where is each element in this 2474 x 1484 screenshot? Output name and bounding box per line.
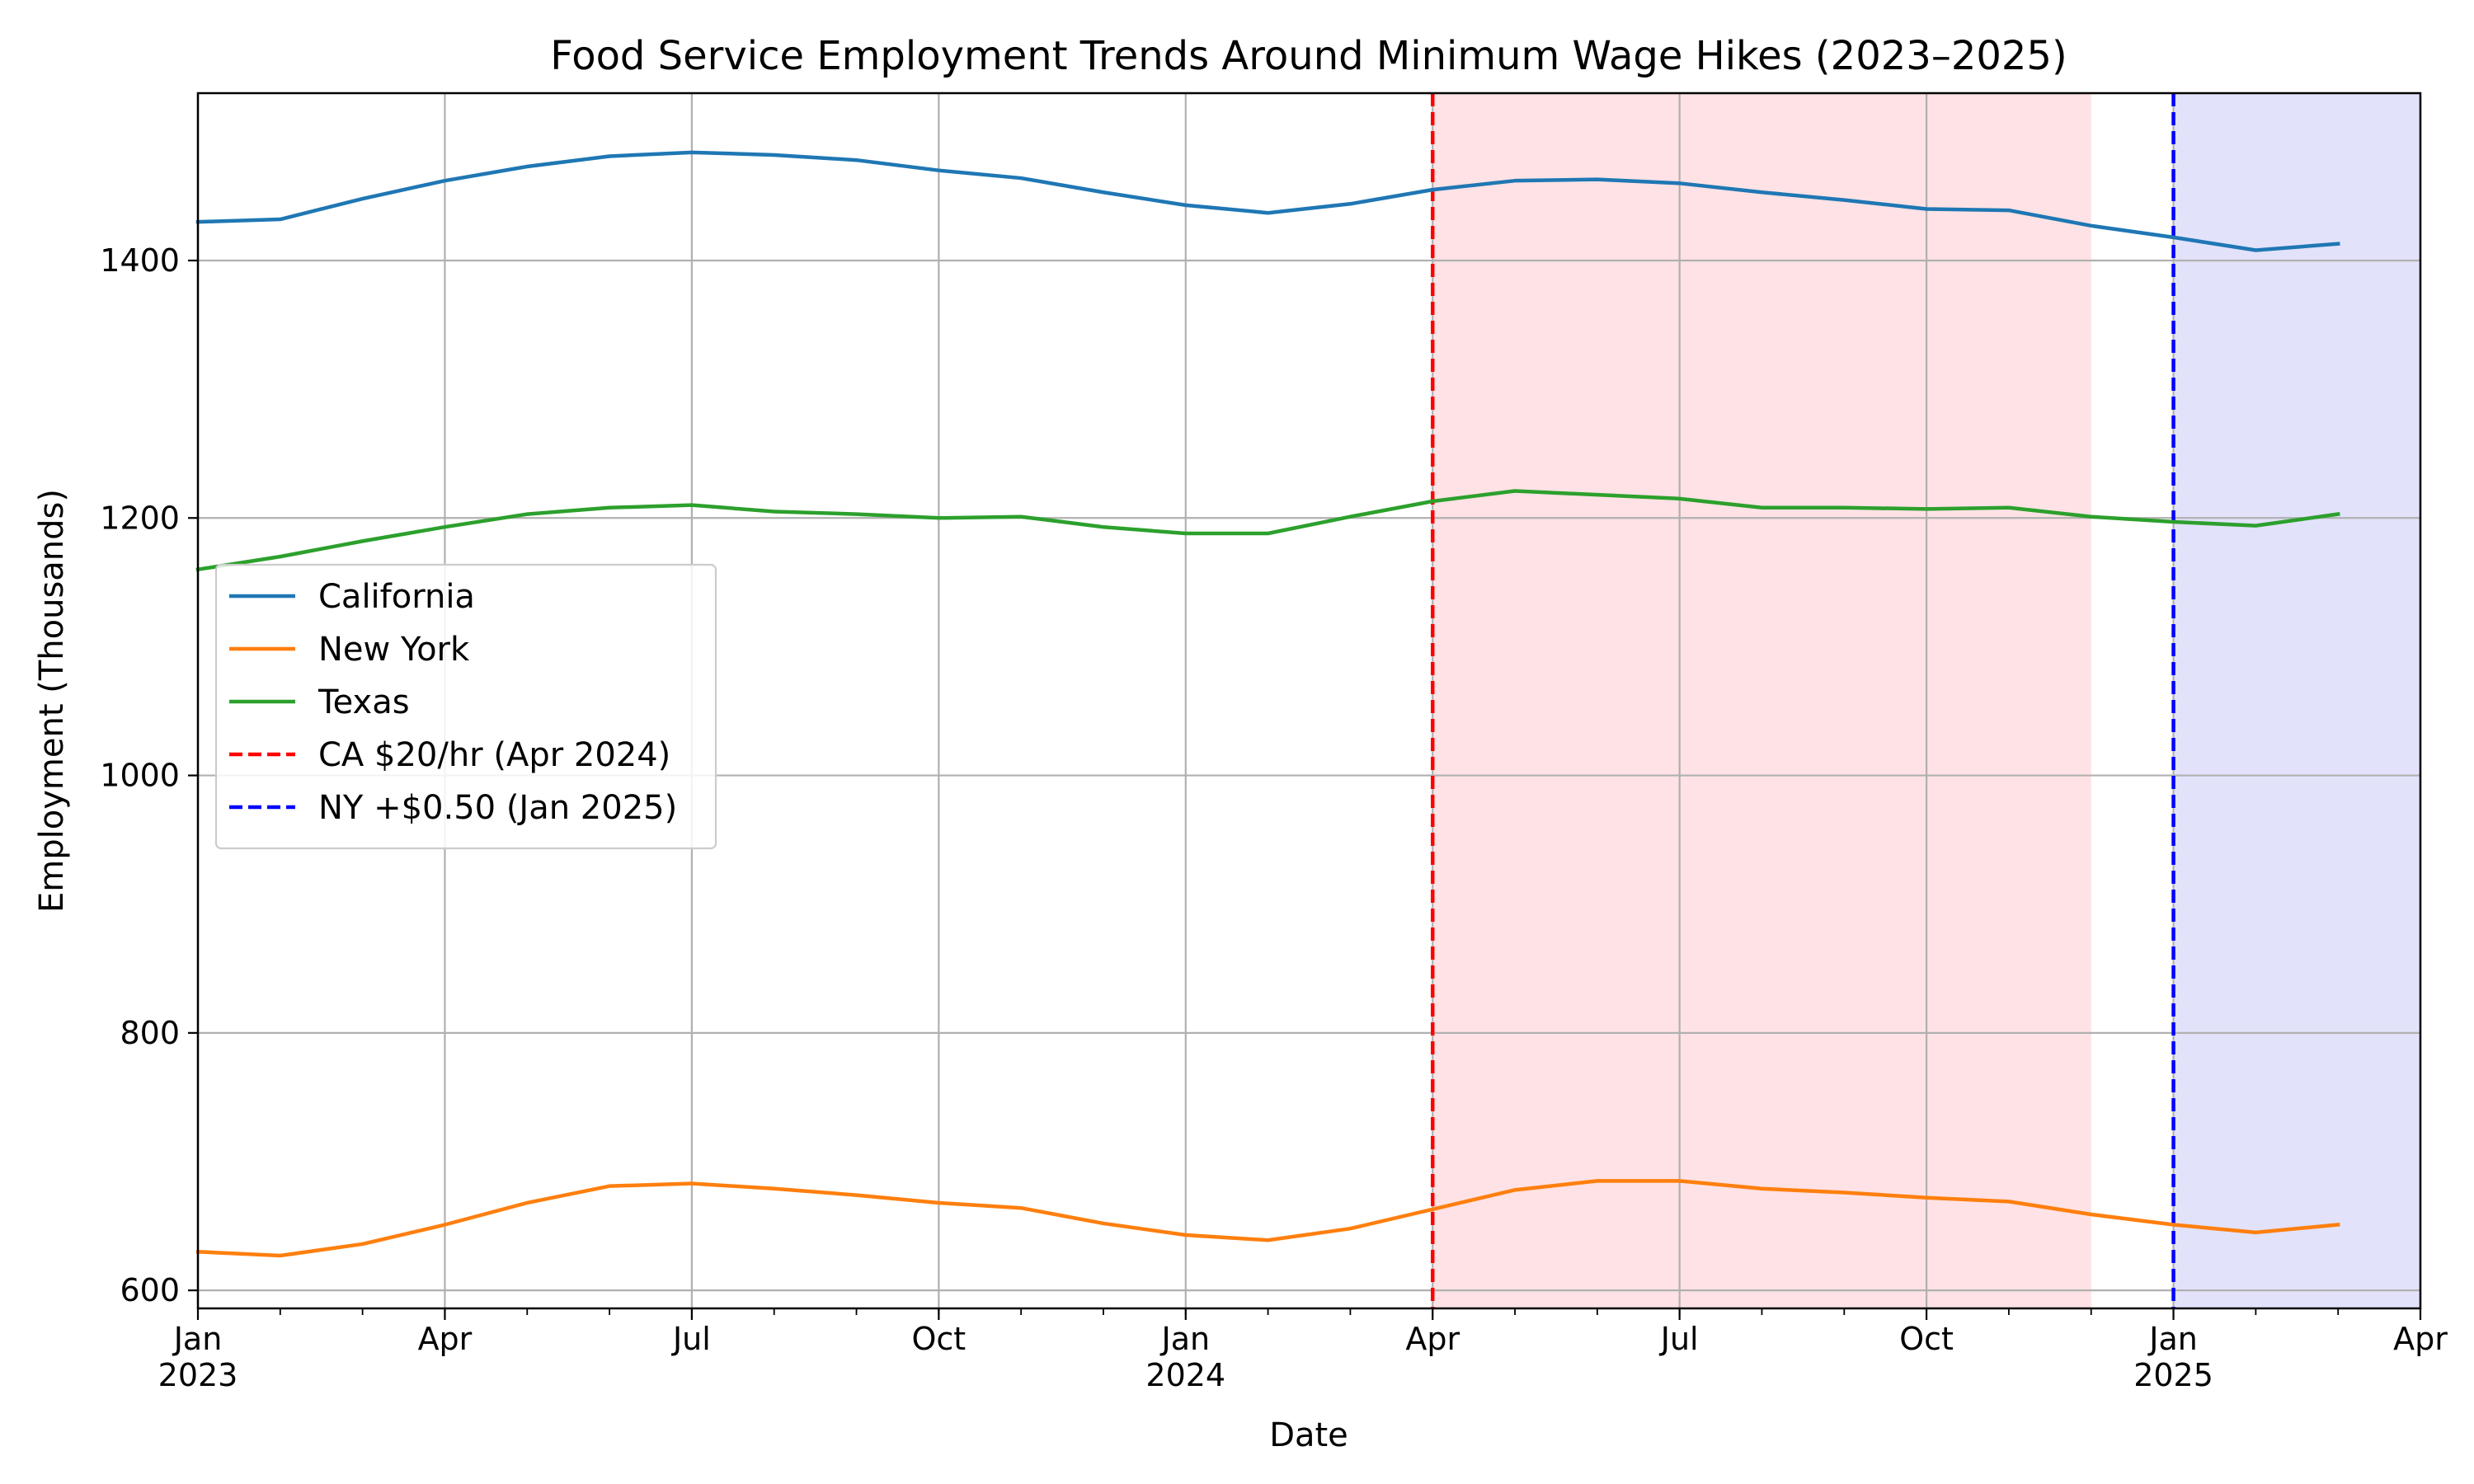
x-tick-label: Apr — [1405, 1321, 1460, 1357]
legend-label: Texas — [317, 683, 410, 721]
chart-title: Food Service Employment Trends Around Mi… — [550, 33, 2067, 79]
series-line-california — [195, 150, 2340, 252]
x-tick-label: Jan — [1159, 1321, 1210, 1357]
event-lines — [1430, 93, 2175, 1308]
legend-label: NY +$0.50 (Jan 2025) — [318, 789, 677, 827]
y-tick-label: 800 — [120, 1015, 180, 1051]
x-axis-label: Date — [1269, 1416, 1348, 1454]
y-tick-label: 1000 — [100, 758, 180, 794]
series-lines — [195, 150, 2340, 1258]
series-line-new-york — [195, 1179, 2340, 1258]
x-tick-label: Jul — [671, 1321, 711, 1357]
shaded-regions — [1432, 93, 2420, 1308]
x-tick-label: Oct — [1899, 1321, 1954, 1357]
y-axis-label: Employment (Thousands) — [33, 489, 71, 913]
legend: California New York Texas CA $20/hr (Apr 20… — [214, 563, 717, 850]
x-tick-year-label: 2023 — [158, 1357, 238, 1393]
shaded-region-2 — [2173, 93, 2420, 1308]
x-tick-label: Jul — [1659, 1321, 1699, 1357]
legend-label: New York — [318, 631, 470, 669]
x-tick-label: Apr — [418, 1321, 473, 1357]
y-tick-label: 600 — [120, 1272, 180, 1308]
x-tick-label: Jan — [2147, 1321, 2198, 1357]
legend-label: California — [318, 578, 475, 616]
y-tick-label: 1200 — [100, 500, 180, 536]
x-tick-label: Apr — [2393, 1321, 2448, 1357]
x-tick-year-label: 2025 — [2133, 1357, 2213, 1393]
y-tick-label: 1400 — [100, 242, 180, 279]
x-tick-label: Oct — [911, 1321, 966, 1357]
legend-label: CA $20/hr (Apr 2024) — [318, 736, 670, 774]
plot-frame — [196, 92, 2422, 1310]
shaded-region-1 — [1432, 93, 2091, 1308]
series-line-texas — [195, 489, 2340, 572]
x-tick-label: Jan — [172, 1321, 223, 1357]
x-tick-year-label: 2024 — [1145, 1357, 1225, 1393]
legend-box — [214, 563, 717, 850]
